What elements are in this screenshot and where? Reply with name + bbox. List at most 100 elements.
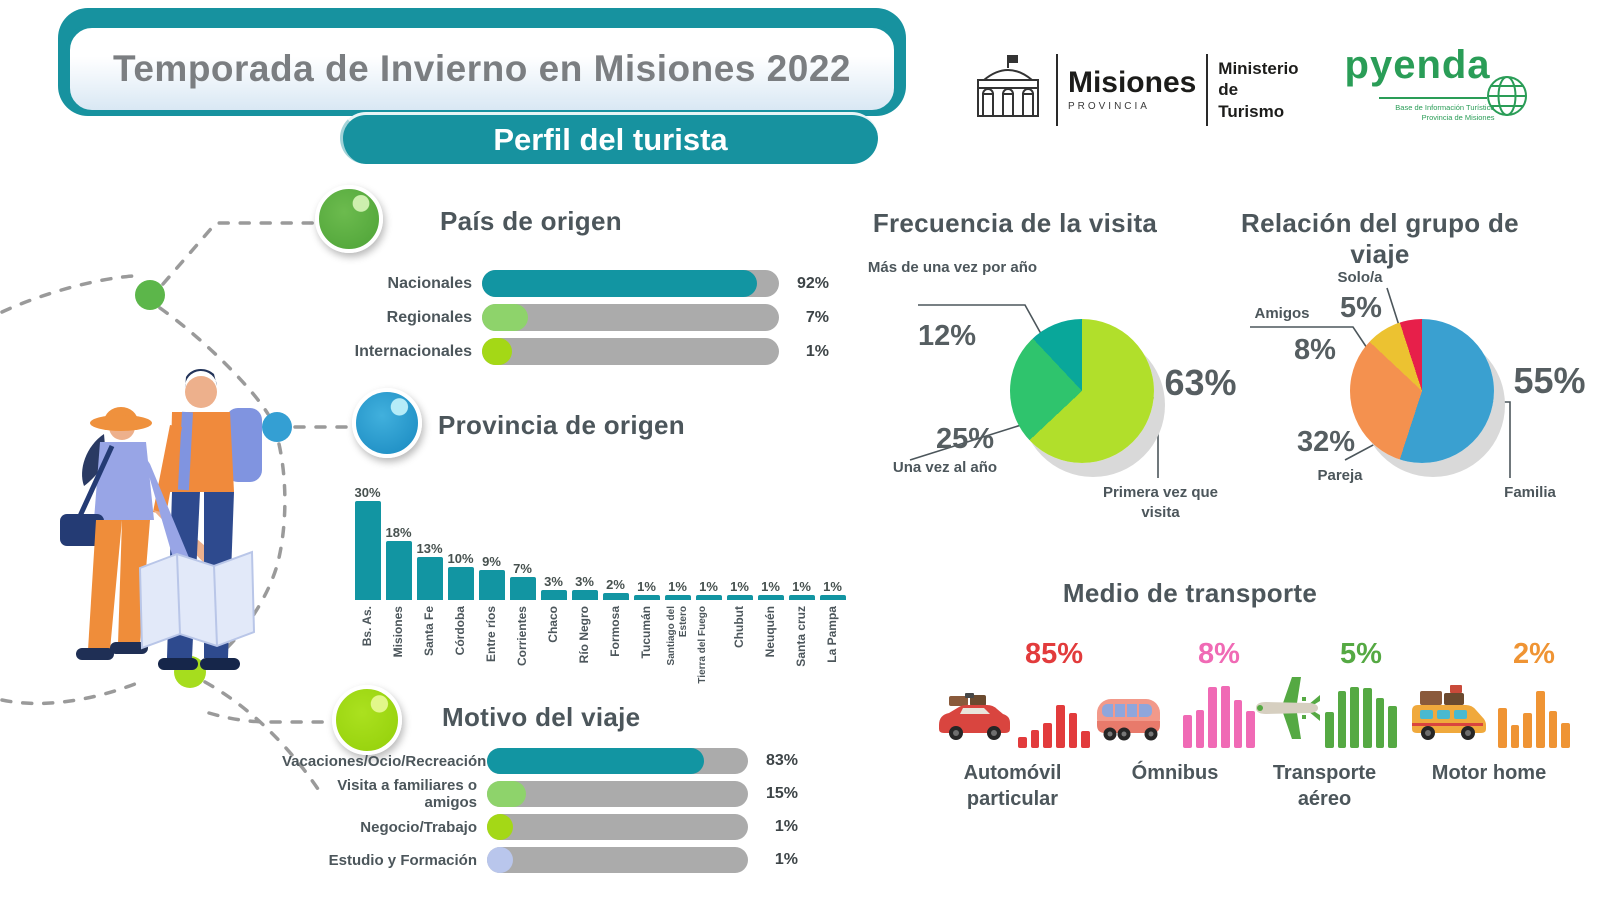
provincia-column: 9% Entre ríos <box>476 480 507 662</box>
automovil-pct: 85% <box>1024 638 1084 670</box>
government-building-icon <box>970 52 1046 129</box>
frecuencia-label-mas-de-una-vez: Más de una vez por año <box>867 259 1038 276</box>
misiones-wordmark: Misiones <box>1067 66 1197 99</box>
bar-row: Negocio/Trabajo 1% <box>282 814 798 840</box>
provincia-column: 1% Santiago del Estero <box>662 480 693 665</box>
provincia-column: 13% Santa Fe <box>414 480 445 656</box>
provincia-value: 18% <box>385 525 412 540</box>
provincia-bar <box>354 501 381 600</box>
mini-bar <box>1056 705 1065 748</box>
provincia-bar <box>509 577 536 600</box>
provincia-bar <box>602 593 629 600</box>
frecuencia-label-primera-vez: Primera vez que visita <box>1102 484 1219 521</box>
provincia-bar <box>478 570 505 600</box>
relacion-pct-55: 55% <box>1513 360 1586 401</box>
frecuencia-label-una-vez: Una vez al año <box>892 459 998 476</box>
relacion-label-familia: Familia <box>1504 484 1556 501</box>
mini-bar <box>1363 688 1372 748</box>
mini-bar <box>1388 706 1398 748</box>
car-icon <box>935 693 1015 748</box>
bar-row-label: Internacionales <box>354 342 472 360</box>
bar-track <box>482 270 779 297</box>
provincia-bar-chart: 30% Bs. As. 18% Misiones 13% Santa Fe 10% Córdo… <box>352 480 848 684</box>
pyenda-tagline-1: Base de Información Turística <box>1395 103 1495 112</box>
provincia-value: 2% <box>606 577 625 592</box>
mini-bar <box>1182 715 1192 748</box>
provincia-column: 3% Chaco <box>538 480 569 643</box>
provincia-bar <box>416 557 443 600</box>
bar-row-label: Negocio/Trabajo <box>360 818 477 836</box>
frecuencia-pct-25: 25% <box>935 423 995 455</box>
subtitle-pill: Perfil del turista <box>340 112 878 164</box>
provincia-column: 30% Bs. As. <box>352 480 383 646</box>
provincia-value: 1% <box>637 579 656 594</box>
automovil-label: Automóvil particular <box>963 762 1062 810</box>
provincia-bar <box>571 590 598 600</box>
aereo-mini-bars <box>1324 687 1398 748</box>
provincia-column: 2% Formosa <box>600 480 631 657</box>
omnibus-pct: 8% <box>1198 638 1240 670</box>
motorhome-pct: 2% <box>1513 638 1555 670</box>
provincia-column: 10% Córdoba <box>445 480 476 655</box>
tourist-couple <box>60 368 262 670</box>
bar-track <box>487 748 748 774</box>
mini-bar <box>1233 700 1243 748</box>
mini-bar <box>1324 712 1334 748</box>
relacion-pct-5: 5% <box>1340 292 1382 324</box>
bar-row-label: Estudio y Formación <box>328 851 477 869</box>
transporte-item-aereo: 5% Transporte aéreo <box>1252 638 1398 812</box>
section-bullet-pais <box>315 185 383 253</box>
mini-bar <box>1561 723 1571 748</box>
provincia-bar <box>447 567 474 600</box>
provincia-value: 1% <box>823 579 842 594</box>
provincia-column: 1% Tierra del Fuego <box>693 480 724 684</box>
motorhome-label: Motor home <box>1431 762 1547 784</box>
motivo-title: Motivo del viaje <box>442 702 641 732</box>
bar-row-label: Vacaciones/Ocio/Recreación <box>282 752 487 770</box>
provincia-column: 1% Neuquén <box>755 480 786 657</box>
transporte-item-omnibus: 8% Ómnibus <box>1095 638 1256 786</box>
bar-track <box>487 814 748 840</box>
provincia-value: 13% <box>416 541 443 556</box>
bar-fill <box>482 304 528 331</box>
logo-bar: Misiones PROVINCIA Ministerio de Turismo… <box>970 45 1530 135</box>
bar-value: 15% <box>765 785 798 802</box>
pyenda-tagline-2: Provincia de Misiones <box>1421 113 1495 123</box>
provincia-column: 1% Chubut <box>724 480 755 648</box>
pyenda-wordmark: pyenda <box>1344 43 1491 87</box>
provincia-value: 1% <box>761 579 780 594</box>
main-title-box: Temporada de Invierno en Misiones 2022 <box>66 24 898 114</box>
bar-row-label: Regionales <box>386 308 472 326</box>
bar-fill <box>487 781 526 807</box>
frecuencia-title: Frecuencia de la visita <box>872 208 1158 238</box>
mini-bar <box>1337 691 1347 748</box>
relacion-pie <box>1350 319 1494 463</box>
bar-row-label: Nacionales <box>387 274 472 292</box>
subtitle: Perfil del turista <box>493 121 728 157</box>
aereo-pct: 5% <box>1340 638 1382 670</box>
pyenda-tagline: Base de Información Turística Provincia … <box>1375 103 1495 123</box>
bar-row: Nacionales 92% <box>327 270 829 297</box>
bar-row-label: Visita a familiares o amigos <box>337 777 477 811</box>
provincia-category-label: La Pampa <box>824 606 839 663</box>
plane-icon <box>1252 673 1322 748</box>
provincia-category-label: Chubut <box>731 606 746 648</box>
bar-track <box>482 304 779 331</box>
pais-bar-chart: Nacionales 92% Regionales 7% Internacionales… <box>327 270 829 372</box>
mini-bar <box>1030 730 1040 748</box>
transporte-title: Medio de transporte <box>1062 578 1318 608</box>
provincia-bar <box>385 541 412 600</box>
provincia-column: 18% Misiones <box>383 480 414 657</box>
provincia-value: 3% <box>544 574 563 589</box>
provincia-value: 1% <box>668 579 687 594</box>
mini-bar <box>1043 723 1052 748</box>
mini-bar <box>1350 687 1359 748</box>
provincia-bar <box>695 595 722 600</box>
provincia-category-label: Santiago del Estero <box>665 606 689 666</box>
bar-fill <box>482 338 512 365</box>
bar-value: 1% <box>774 851 798 868</box>
mini-bar <box>1375 698 1385 748</box>
frecuencia-pct-63: 63% <box>1164 362 1237 403</box>
provincia-category-label: Neuquén <box>762 606 777 658</box>
